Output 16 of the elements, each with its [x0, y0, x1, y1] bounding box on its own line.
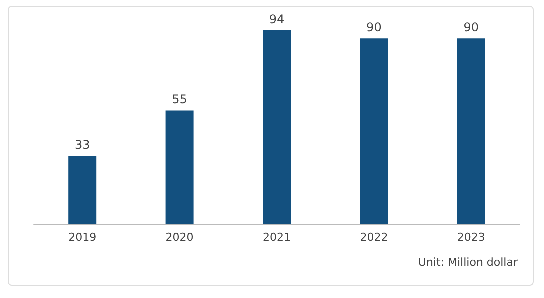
data-label: 94	[269, 12, 285, 26]
data-label: 55	[172, 92, 188, 107]
x-tick-label: 2022	[360, 231, 388, 244]
data-label: 33	[74, 138, 90, 152]
bar	[457, 38, 486, 224]
x-tick-label: 2023	[457, 231, 486, 244]
text: Unit: Million dollar	[418, 256, 518, 269]
data-label: 90	[366, 20, 382, 35]
bar	[360, 38, 388, 224]
bar	[263, 30, 291, 224]
data-label: 90	[464, 20, 480, 35]
x-tick-label: 2020	[166, 231, 194, 244]
bar	[166, 110, 194, 224]
x-tick-label: 2021	[263, 231, 291, 244]
x-tick-label: 2019	[68, 231, 97, 244]
bar	[68, 156, 97, 224]
